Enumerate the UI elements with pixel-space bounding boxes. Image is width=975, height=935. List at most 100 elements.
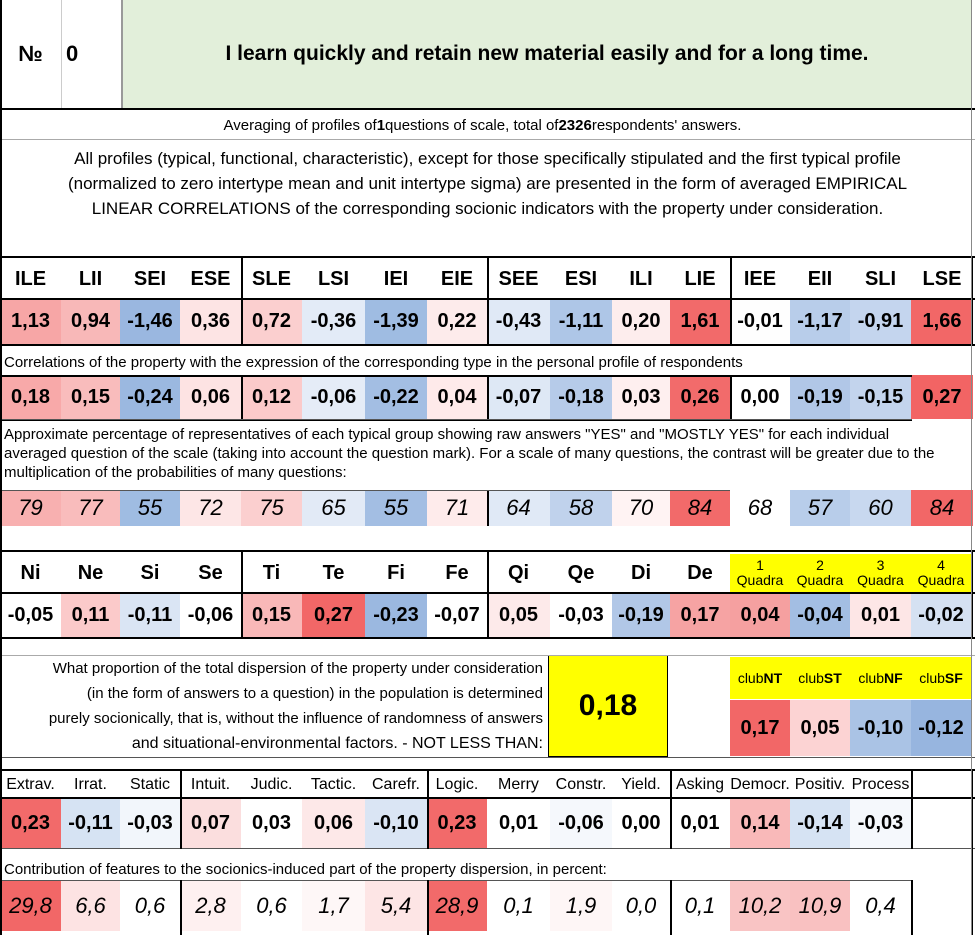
feature-contribution: 0,0 [612,881,670,931]
table-border [0,757,975,758]
club-code: NF [884,670,903,686]
feature-contribution: 0,1 [487,881,550,931]
club-code: SF [944,670,963,686]
function-value: -0,19 [612,593,670,637]
quadra-header: 4 Quadra [911,554,971,592]
function-value: 0,15 [241,593,302,637]
dispersion-value: 0,18 [548,655,668,757]
table-border [911,880,913,935]
feature-contribution: 0,6 [120,881,180,931]
feature-value: 0,06 [302,798,365,848]
feature-contribution: 6,6 [61,881,120,931]
percentage-caption-line2: averaged question of the scale (taking i… [4,445,935,462]
type-correlation-value: -0,06 [302,375,365,419]
dispersion-text-line3: purely socionically, that is, without th… [48,710,543,727]
feature-label: Logic. [435,776,479,793]
feature-label: Positiv. [794,776,846,793]
function-value: 0,11 [61,593,120,637]
type-percentage-value: 84 [911,490,973,526]
type-correlation-value: -0,19 [790,375,850,419]
table-border [0,419,912,421]
type-profile-value: -0,01 [730,298,790,344]
feature-label: Democr. [730,776,790,793]
feature-value: 0,03 [241,798,302,848]
table-border [0,419,912,420]
table-border [0,797,975,799]
feature-value: -0,14 [790,798,850,848]
feature-label: Intuit. [190,776,231,793]
type-percentage-value: 79 [0,490,61,526]
type-profile-value: -1,11 [550,298,612,344]
type-label: SLI [850,260,911,298]
quadra-number: 3 [876,557,885,573]
quadra-word: Quadra [796,572,844,588]
summary-line: Averaging of profiles of 1 questions of … [0,114,965,136]
type-label: LSE [911,260,973,298]
feature-value: -0,11 [61,798,120,848]
club-prefix: club [737,670,764,686]
function-label: Se [198,561,223,584]
table-border [487,375,489,419]
type-percentage-value: 75 [241,490,302,526]
feature-value: -0,06 [550,798,612,848]
contribution-caption: Contribution of features to the socionic… [4,861,607,878]
table-border [971,550,973,638]
function-value: -0,05 [0,593,61,637]
type-profile-value: 1,61 [670,298,730,344]
function-label: Ni [20,561,41,584]
type-percentage-value: 70 [612,490,670,526]
table-border [0,637,975,639]
feature-contribution: 29,8 [0,881,61,931]
quadra-header: 3 Quadra [850,554,911,592]
type-percentage-value: 72 [180,490,241,526]
club-value: -0,10 [850,700,911,756]
table-border [911,769,913,849]
feature-value: 0,23 [427,798,487,848]
feature-value: -0,03 [120,798,180,848]
table-border [0,375,912,377]
feature-label: Carefr. [371,776,420,793]
feature-value: 0,00 [612,798,670,848]
table-border [487,550,489,638]
feature-label: Yield. [621,776,661,793]
type-percentage-value: 58 [550,490,612,526]
quadra-word: Quadra [736,572,784,588]
function-label: Qe [567,561,595,584]
summary-n-answers: 2326 [558,116,592,134]
type-correlation-value: 0,15 [61,375,120,419]
club-value: -0,12 [911,700,971,756]
feature-contribution: 1,9 [550,881,612,931]
function-label: Ti [262,561,281,584]
percentage-caption-line3: multiplication of the probabilities of m… [4,464,347,481]
feature-contribution: 0,4 [850,881,911,931]
type-profile-value: -0,43 [487,298,550,344]
description: All profiles (typical, functional, chara… [0,146,975,221]
quadra-header: 1 Quadra [730,554,790,592]
type-correlation-value: 0,12 [241,375,302,419]
quadra-value: -0,04 [790,593,850,637]
summary-middle: questions of scale, total of [385,116,559,134]
description-line1: All profiles (typical, functional, chara… [74,149,901,168]
table-border [487,256,489,344]
type-profile-value: -1,39 [365,298,427,344]
feature-contribution: 0,1 [670,881,730,931]
type-profile-value: 1,66 [911,298,973,344]
quadra-word: Quadra [917,572,965,588]
page-border [0,0,2,935]
club-code: ST [823,670,842,686]
table-border [971,769,973,935]
summary-n-questions: 1 [376,116,386,134]
function-value: -0,11 [120,593,180,637]
type-label: IEI [365,260,427,298]
function-label: Si [140,561,160,584]
feature-label: Tactic. [310,776,357,793]
club-value: 0,05 [790,700,850,756]
table-border [670,880,672,935]
feature-contribution: 0,6 [241,881,302,931]
type-percentage-value: 55 [120,490,180,526]
quadra-value: 0,04 [730,593,790,637]
correlations-caption: Correlations of the property with the ex… [4,354,743,371]
table-border [427,880,429,935]
type-percentage-value: 57 [790,490,850,526]
club-header: club ST [790,657,850,699]
